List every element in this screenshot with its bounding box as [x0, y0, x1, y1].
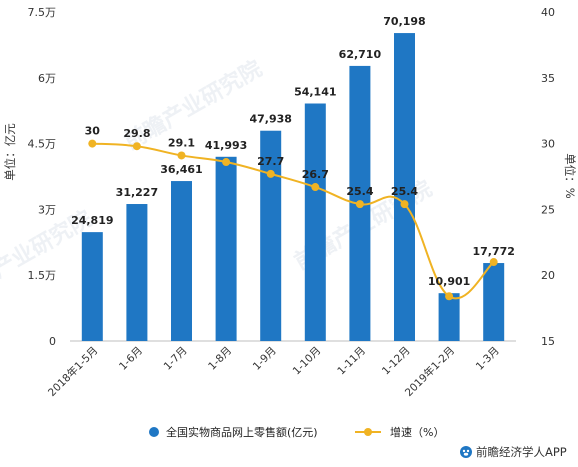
bar-value-label: 70,198: [383, 15, 425, 28]
x-tick-label: 1-12月: [380, 345, 413, 378]
line-value-label: 26.7: [302, 168, 329, 181]
bar-value-label: 54,141: [294, 86, 336, 99]
bar: [126, 204, 148, 341]
bar-value-label: 17,772: [472, 245, 514, 258]
x-tick-label: 1-9月: [251, 345, 279, 373]
x-ticks: 2018年1-5月 1-6月 1-7月 1-8月 1-9月 1-10月 1-11月 1-12月…: [45, 344, 501, 399]
y-right-tick-label: 35: [541, 72, 555, 85]
legend-bar-label: 全国实物商品网上零售额(亿元): [166, 425, 318, 439]
bar-value-label: 41,993: [205, 139, 247, 152]
x-tick-label: 1-6月: [117, 345, 145, 373]
bar-value-label: 62,710: [339, 48, 382, 61]
line-point: [132, 142, 141, 151]
y-left-tick-label: 7.5万: [28, 6, 57, 19]
line-series: [88, 139, 498, 301]
bar-series: [81, 33, 505, 342]
y-right-axis-title: 单位：%: [563, 153, 577, 198]
line-point: [355, 200, 364, 209]
credit: 前瞻经济学人APP: [460, 445, 567, 459]
x-tick-label: 1-8月: [206, 345, 234, 373]
legend-line-label: 增速（%）: [390, 425, 444, 439]
y-left-tick-label: 3万: [38, 203, 56, 216]
bar-value-label: 10,901: [428, 275, 470, 288]
y-right-ticks: 15 20 25 30 35 40: [541, 6, 555, 348]
line-value-label: 25.4: [391, 185, 418, 198]
y-left-tick-label: 4.5万: [28, 138, 57, 151]
legend-bar-marker: [149, 427, 159, 437]
y-right-tick-label: 15: [541, 335, 555, 348]
line-value-label: 27.7: [257, 155, 284, 168]
line-point: [222, 158, 231, 167]
line-point: [489, 258, 498, 267]
line-point: [177, 151, 186, 160]
line-value-label: 30: [85, 125, 101, 138]
bar-value-label: 36,461: [160, 163, 202, 176]
bar-value-label: 31,227: [116, 186, 158, 199]
y-right-tick-label: 25: [541, 203, 555, 216]
bar-value-label: 24,819: [71, 214, 113, 227]
x-tick-label: 1-7月: [162, 345, 190, 373]
x-tick-label: 1-10月: [291, 345, 324, 378]
y-right-tick-label: 40: [541, 6, 555, 19]
growth-line: [92, 142, 495, 300]
line-point: [88, 139, 97, 148]
y-left-ticks: 0 1.5万 3万 4.5万 6万 7.5万: [28, 6, 57, 348]
y-right-tick-label: 20: [541, 269, 555, 282]
bar: [394, 33, 415, 342]
bar: [304, 103, 326, 341]
legend: 全国实物商品网上零售额(亿元) 增速（%）: [149, 425, 444, 439]
line-value-label: 29.1: [168, 136, 195, 149]
paw-logo-icon: [460, 446, 472, 458]
y-left-axis-title: 单位：亿元: [3, 123, 17, 181]
y-left-tick-label: 6万: [38, 72, 56, 85]
bar: [483, 263, 505, 341]
x-tick-label: 1-11月: [335, 345, 368, 378]
bar: [171, 181, 192, 341]
bar: [215, 156, 237, 341]
y-left-tick-label: 1.5万: [28, 269, 57, 282]
legend-line-marker-dot: [364, 428, 372, 436]
line-point: [445, 292, 454, 301]
x-tick-label: 2018年1-5月: [45, 344, 100, 399]
line-point: [266, 169, 275, 178]
x-tick-label: 1-3月: [474, 345, 502, 373]
bar: [260, 130, 282, 341]
line-point: [400, 200, 409, 209]
bar: [81, 232, 103, 341]
bar: [438, 293, 460, 341]
line-point: [311, 183, 320, 192]
y-left-tick-label: 0: [49, 335, 56, 348]
line-value-label: 25.4: [346, 185, 373, 198]
line-value-label: 29.8: [123, 127, 150, 140]
bar-value-label: 47,938: [249, 113, 291, 126]
y-right-tick-label: 30: [541, 138, 555, 151]
credit-text: 前瞻经济学人APP: [476, 445, 567, 459]
